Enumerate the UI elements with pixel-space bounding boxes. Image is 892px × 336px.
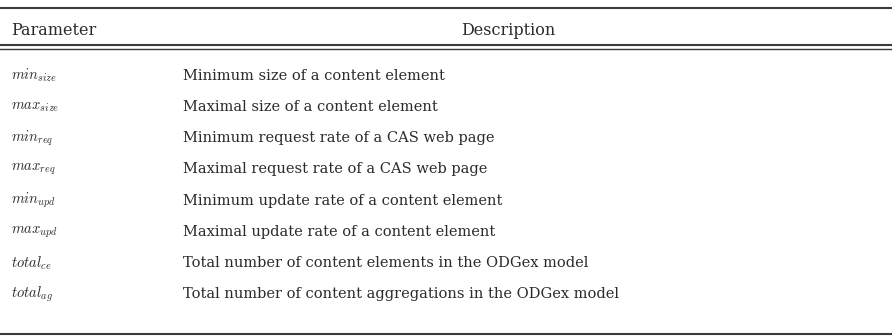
Text: Maximal request rate of a CAS web page: Maximal request rate of a CAS web page	[183, 162, 487, 176]
Text: Maximal size of a content element: Maximal size of a content element	[183, 100, 438, 114]
Text: Total number of content elements in the ODGex model: Total number of content elements in the …	[183, 256, 588, 270]
Text: $max_{upd}$: $max_{upd}$	[11, 224, 58, 240]
Text: Minimum update rate of a content element: Minimum update rate of a content element	[183, 194, 502, 208]
Text: Description: Description	[461, 22, 556, 39]
Text: $max_{size}$: $max_{size}$	[11, 100, 59, 114]
Text: $min_{req}$: $min_{req}$	[11, 128, 54, 148]
Text: $total_{ce}$: $total_{ce}$	[11, 254, 51, 272]
Text: $max_{req}$: $max_{req}$	[11, 162, 55, 177]
Text: Parameter: Parameter	[11, 22, 96, 39]
Text: Minimum request rate of a CAS web page: Minimum request rate of a CAS web page	[183, 131, 494, 145]
Text: Total number of content aggregations in the ODGex model: Total number of content aggregations in …	[183, 287, 619, 301]
Text: $min_{upd}$: $min_{upd}$	[11, 191, 55, 210]
Text: Maximal update rate of a content element: Maximal update rate of a content element	[183, 225, 495, 239]
Text: $total_{ag}$: $total_{ag}$	[11, 285, 53, 304]
Text: Minimum size of a content element: Minimum size of a content element	[183, 69, 445, 83]
Text: $min_{size}$: $min_{size}$	[11, 67, 57, 84]
